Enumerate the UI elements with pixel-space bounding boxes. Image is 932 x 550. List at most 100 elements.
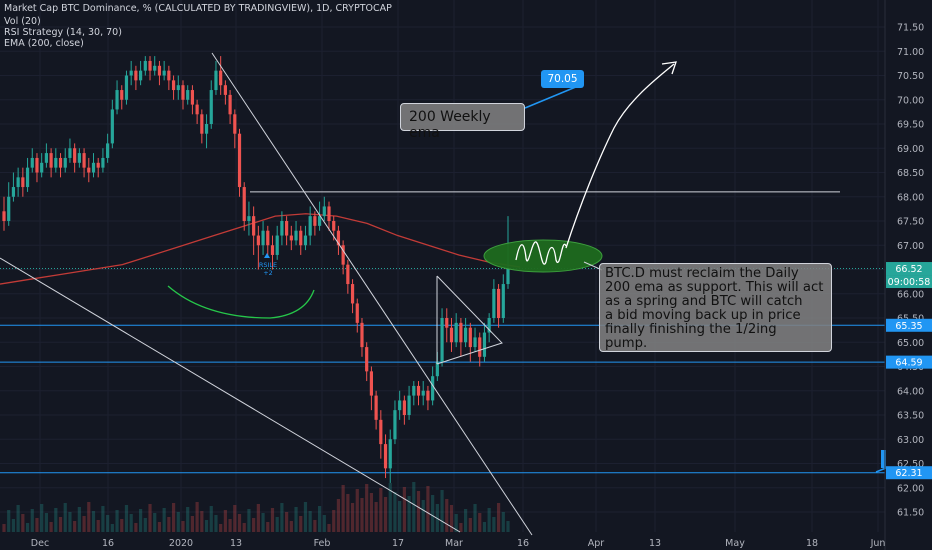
candle-body	[492, 288, 496, 318]
volume-bar	[379, 488, 383, 532]
candle-body	[242, 187, 246, 221]
volume-bar	[252, 518, 256, 532]
candle-body	[129, 70, 133, 76]
edge-arrow	[875, 467, 887, 473]
volume-bar	[124, 505, 129, 532]
y-tick-label: 68.00	[897, 192, 924, 203]
level-label-b-bg	[886, 355, 932, 369]
candle-body	[40, 162, 44, 173]
candle-body	[332, 221, 336, 231]
candle-body	[190, 90, 195, 105]
candle-body	[110, 109, 114, 144]
candle-body	[157, 65, 162, 76]
candle-body	[82, 153, 86, 168]
volume-bar	[148, 504, 152, 532]
candle-body	[247, 216, 251, 221]
volume-bar	[138, 509, 143, 532]
y-tick-label: 70.00	[897, 95, 924, 106]
candle-body	[374, 395, 378, 420]
volume-bar	[96, 520, 100, 532]
volume-bar	[101, 506, 105, 532]
volume-bar	[336, 499, 341, 532]
volume-bar	[247, 509, 251, 532]
volume-bar	[346, 494, 350, 532]
volume-bar	[167, 517, 171, 532]
candle-body	[365, 347, 369, 372]
x-tick-label: 17	[392, 538, 404, 549]
volume-bar	[195, 502, 199, 532]
volume-bar	[369, 493, 374, 532]
volume-bar	[200, 511, 204, 532]
candle-body	[25, 167, 30, 188]
volume-bar	[388, 483, 392, 532]
countdown-label-bg	[886, 275, 932, 289]
candle-body	[21, 177, 25, 188]
candle-body	[134, 70, 138, 81]
volume-bar	[214, 515, 218, 532]
triangle-pattern	[436, 275, 503, 365]
volume-bar	[68, 512, 72, 532]
candle-body	[289, 235, 293, 241]
indicator-ema[interactable]: EMA (200, close)	[4, 38, 84, 49]
volume-bar	[317, 506, 322, 532]
volume-bar	[402, 487, 406, 532]
signal-label: RSILE	[259, 261, 277, 269]
candle-body	[341, 245, 345, 265]
volume-bar	[181, 521, 185, 532]
volume-bar	[237, 514, 242, 532]
candle-body	[209, 90, 213, 124]
volume-bar	[186, 507, 190, 532]
volume-bar	[143, 518, 147, 532]
volume-bar	[73, 521, 77, 532]
candle-body	[435, 361, 439, 377]
candle-body	[270, 245, 275, 255]
y-tick-label: 69.00	[897, 144, 924, 155]
volume-bar	[360, 498, 364, 532]
volume-bar	[35, 518, 39, 532]
candle-body	[459, 322, 463, 343]
volume-bar	[299, 516, 303, 532]
volume-bar	[256, 504, 260, 532]
volume-bars	[2, 482, 510, 532]
x-tick-label: Jun	[870, 538, 886, 549]
volume-bar	[308, 511, 312, 532]
candle-body	[431, 376, 435, 401]
volume-bar	[223, 510, 227, 532]
x-tick-label: 13	[230, 538, 242, 549]
indicator-rsi-strategy[interactable]: RSI Strategy (14, 30, 70)	[4, 27, 122, 38]
candle-body	[501, 284, 505, 318]
candle-body	[228, 94, 232, 115]
candle-body	[327, 206, 331, 221]
candle-body	[322, 206, 326, 217]
volume-bar	[7, 510, 11, 532]
candle-body	[186, 90, 190, 100]
candles	[2, 56, 510, 483]
edge-marker	[881, 450, 886, 468]
candle-body	[115, 90, 119, 110]
candle-body	[416, 385, 421, 396]
candle-body	[176, 85, 180, 91]
candle-body	[181, 85, 185, 100]
y-tick-label: 71.00	[897, 47, 924, 58]
ema-200-line	[0, 213, 521, 285]
y-tick-label: 63.00	[897, 435, 924, 446]
volume-bar	[176, 512, 180, 532]
candle-body	[77, 153, 81, 163]
volume-bar	[110, 524, 114, 532]
countdown-label: 09:00:58	[888, 277, 931, 288]
volume-bar	[82, 516, 86, 532]
volume-bar	[2, 524, 6, 532]
candle-body	[73, 148, 77, 163]
candle-body	[204, 124, 209, 134]
candle-body	[317, 216, 322, 226]
candle-body	[440, 318, 444, 362]
y-tick-label: 69.50	[897, 120, 924, 131]
candle-body	[308, 216, 312, 236]
candle-body	[275, 235, 279, 255]
y-tick-label: 66.00	[897, 289, 924, 300]
volume-bar	[294, 507, 298, 532]
volume-bar	[16, 505, 20, 532]
volume-bar	[280, 503, 284, 532]
volume-bar	[204, 520, 209, 532]
indicator-volume[interactable]: Vol (20)	[4, 16, 41, 27]
